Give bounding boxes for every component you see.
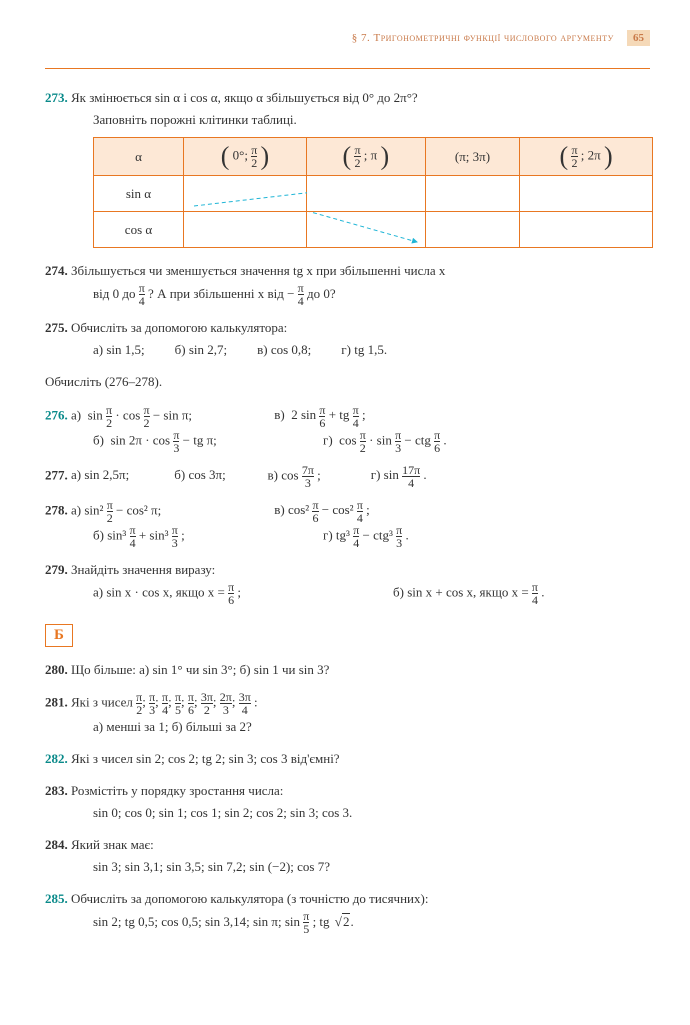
page-header: § 7. Тригонометричні функції числового а… [45,30,650,46]
problem-text: від 0 до π4 ? А при збільшенні x від − π… [93,286,336,301]
part: г) sin 17π4 . [371,467,427,482]
table-row-label: cos α [94,212,184,248]
problem-number: 274. [45,263,68,278]
part: а) sin x · cos x, якщо x = π6 ; [93,581,393,606]
section-label: § 7. Тригонометричні функції числового а… [352,32,617,44]
problem-parts: б) sin³ π4 + sin³ π3 ; г) tg³ π4 − ctg³ … [93,524,650,549]
problem-text: sin 2; tg 0,5; cos 0,5; sin 3,14; sin π;… [93,914,354,929]
problem-275: 275. Обчисліть за допомогою калькулятора… [45,317,650,361]
part: б) sin³ π4 + sin³ π3 ; [93,524,323,549]
problem-number: 275. [45,320,68,335]
problem-278: 278. а) sin² π2 − cos² π; в) cos² π6 − c… [45,499,650,549]
problem-text: Як змінюється sin α і cos α, якщо α збіл… [71,90,418,105]
table-header: ( π2 ; π ) [306,138,425,176]
problem-284: 284. Який знак має: sin 3; sin 3,1; sin … [45,834,650,878]
table-cell [184,212,307,248]
problem-number: 279. [45,562,68,577]
problem-text: Які з чисел [71,694,136,709]
problem-283: 283. Розмістіть у порядку зростання числ… [45,780,650,824]
table-cell [520,176,653,212]
problem-parts: б) sin 2π · cos π3 − tg π; г) cos π2 · s… [93,429,650,454]
problem-277: 277. а) sin 2,5π; б) cos 3π; в) cos 7π3 … [45,464,650,489]
problem-text: Заповніть порожні клітинки таблиці. [93,112,297,127]
problem-parts: а) sin x · cos x, якщо x = π6 ; б) sin x… [93,581,650,606]
part: г) tg³ π4 − ctg³ π3 . [323,524,650,549]
problem-text: Обчисліть за допомогою калькулятора: [71,320,287,335]
problem-text: а) менші за 1; б) більші за 2? [93,719,252,734]
problem-273: 273. Як змінюється sin α і cos α, якщо α… [45,87,650,248]
table-cell [520,212,653,248]
problem-text: Збільшується чи зменшується значення tg … [71,263,445,278]
calc-header: Обчисліть (276–278). [45,371,650,393]
problem-281: 281. Які з чисел π2; π3; π4; π5; π6; 3π2… [45,691,650,738]
trig-table: α ( 0°; π2 ) ( π2 ; π ) (π; 3π) ( π2 ; 2… [93,137,653,248]
problem-280: 280. Що більше: а) sin 1° чи sin 3°; б) … [45,659,650,681]
part: в) cos² π6 − cos² π4 ; [274,502,370,517]
fraction-list: π2; π3; π4; π5; π6; 3π2; 2π3; 3π4 [136,694,251,709]
problem-number: 284. [45,837,68,852]
problem-text: Які з чисел sin 2; cos 2; tg 2; sin 3; c… [71,751,340,766]
problem-text: Що більше: а) sin 1° чи sin 3°; б) sin 1… [71,662,329,677]
part: б) sin 2π · cos π3 − tg π; [93,429,323,454]
table-cell [425,212,519,248]
problem-number: 277. [45,467,68,482]
part: в) cos 7π3 ; [268,464,368,489]
problem-274: 274. Збільшується чи зменшується значенн… [45,260,650,307]
table-row-label: sin α [94,176,184,212]
problem-number: 280. [45,662,68,677]
part: г) cos π2 · sin π3 − ctg π6 . [323,429,650,454]
problem-number: 283. [45,783,68,798]
problem-number: 273. [45,90,68,105]
header-rule [45,68,650,69]
part: г) tg 1,5. [341,339,387,361]
page-number: 65 [627,30,650,46]
problem-number: 281. [45,694,68,709]
part: а) sin 2,5π; [71,464,171,486]
problem-285: 285. Обчисліть за допомогою калькулятора… [45,888,650,935]
part: а) sin² π2 − cos² π; [71,499,271,524]
problem-text: Розмістіть у порядку зростання числа: [71,783,283,798]
problem-text: Який знак має: [71,837,154,852]
problem-parts: а) sin 1,5; б) sin 2,7; в) cos 0,8; г) t… [93,339,650,361]
table-cell [425,176,519,212]
problem-number: 278. [45,502,68,517]
problem-279: 279. Знайдіть значення виразу: а) sin x … [45,559,650,606]
section-b-label: Б [45,624,73,647]
problem-text: Обчисліть за допомогою калькулятора (з т… [71,891,428,906]
part: б) cos 3π; [174,464,264,486]
problem-282: 282. Які з чисел sin 2; cos 2; tg 2; sin… [45,748,650,770]
problem-276: 276. а) sin π2 · cos π2 − sin π; в) 2 si… [45,404,650,454]
part: а) sin π2 · cos π2 − sin π; [71,404,271,429]
problem-text: sin 0; cos 0; sin 1; cos 1; sin 2; cos 2… [93,805,352,820]
part: б) sin 2,7; [175,339,227,361]
table-header: ( π2 ; 2π ) [520,138,653,176]
part: в) 2 sin π6 + tg π4 ; [274,407,365,422]
part: в) cos 0,8; [257,339,311,361]
part: б) sin x + cos x, якщо x = π4 . [393,581,544,606]
table-header: (π; 3π) [425,138,519,176]
problem-text: sin 3; sin 3,1; sin 3,5; sin 7,2; sin (−… [93,859,330,874]
table-header: ( 0°; π2 ) [184,138,307,176]
problem-number: 285. [45,891,68,906]
problem-number: 276. [45,407,68,422]
problem-text: Знайдіть значення виразу: [71,562,215,577]
table-cell [306,212,425,248]
table-header: α [94,138,184,176]
part: а) sin 1,5; [93,339,145,361]
table-cell [306,176,425,212]
table-cell [184,176,307,212]
problem-number: 282. [45,751,68,766]
